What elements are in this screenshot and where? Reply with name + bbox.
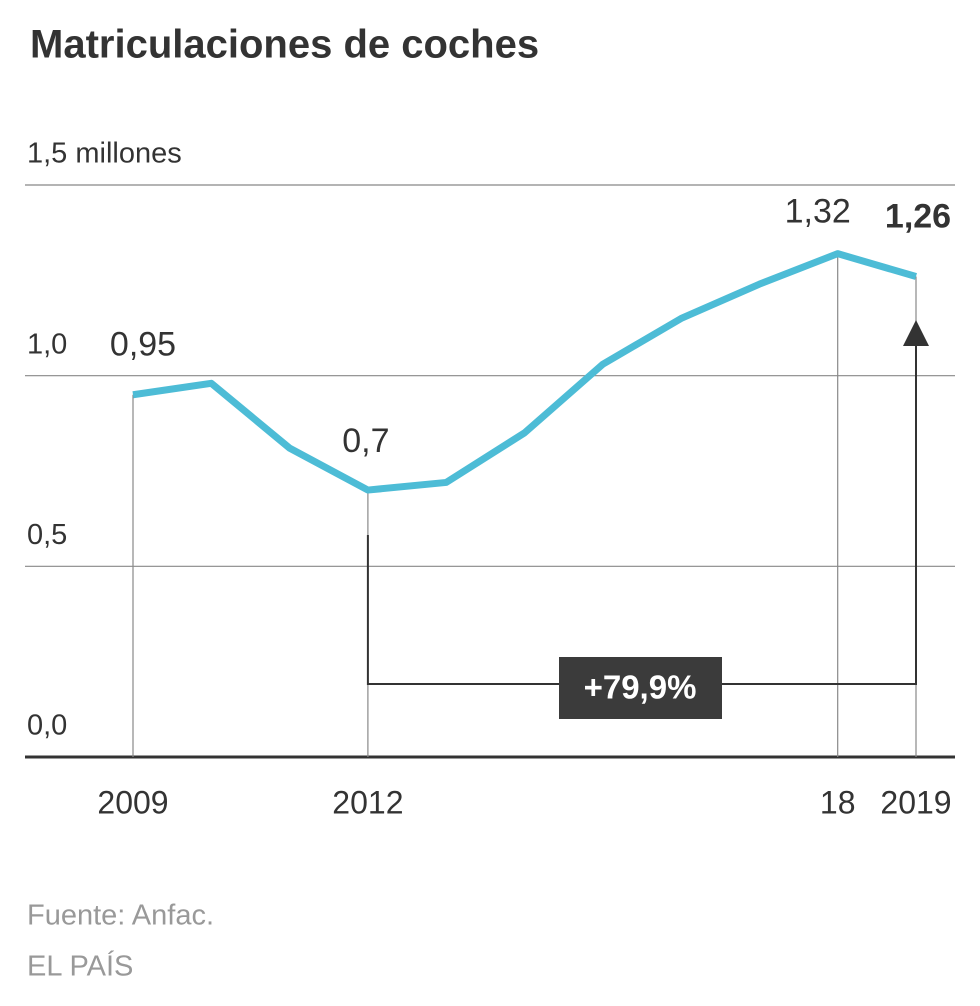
x-tick-label: 2009 [97, 784, 168, 820]
data-label: 1,32 [785, 193, 851, 231]
arrow-head [903, 320, 929, 346]
x-tick-label: 2019 [880, 784, 951, 820]
chart-title: Matriculaciones de coches [30, 23, 539, 67]
y-tick-label: 1,0 [27, 328, 67, 360]
arrow-line [366, 340, 917, 685]
y-tick-label: 0,0 [27, 710, 67, 742]
x-tick-label: 2012 [332, 784, 403, 820]
credit: EL PAÍS [27, 950, 133, 983]
line [132, 250, 917, 494]
y-tick-label: 0,5 [27, 519, 67, 551]
data-label: 0,95 [110, 326, 176, 364]
y-tick-label: 1,5 millones [27, 138, 182, 170]
data-label: 1,26 [885, 198, 951, 236]
source: Fuente: Anfac. [27, 900, 214, 932]
annotation: +79,9% [584, 669, 697, 706]
data-label: 0,7 [342, 422, 389, 460]
x-tick-label: 18 [820, 784, 856, 820]
annotation-box [559, 657, 722, 719]
